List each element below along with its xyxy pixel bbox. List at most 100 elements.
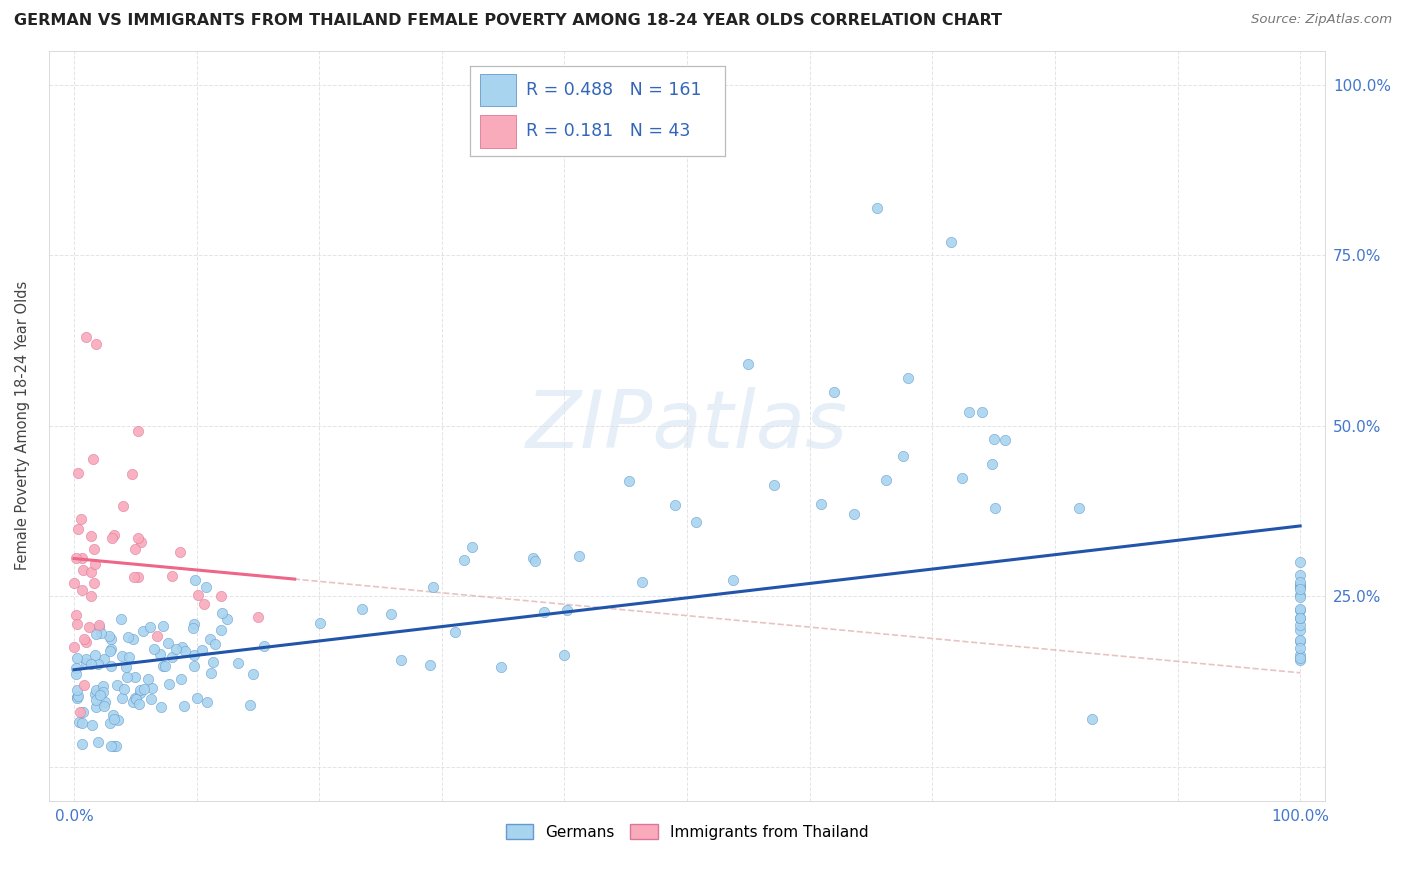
Point [80, 589, 103, 603]
Point [173, 699, 195, 714]
Point [70, 582, 93, 597]
Point [252, 639, 274, 653]
Point [86, 735, 108, 749]
Point [82, 717, 104, 731]
Point [153, 659, 176, 673]
Point [1289, 602, 1312, 616]
Point [1289, 555, 1312, 569]
Point [309, 616, 332, 631]
Point [186, 690, 208, 705]
Point [89, 688, 111, 702]
Point [103, 739, 125, 754]
Point [246, 609, 269, 624]
Point [1289, 568, 1312, 582]
Point [84, 337, 107, 351]
Point [63, 640, 86, 654]
Point [80, 528, 103, 542]
Point [1289, 624, 1312, 638]
Point [145, 629, 167, 643]
Point [77, 620, 100, 634]
Point [489, 660, 512, 674]
Point [198, 632, 221, 646]
Point [568, 549, 591, 563]
Point [1289, 577, 1312, 591]
Point [983, 432, 1005, 446]
Point [84, 693, 107, 707]
Point [810, 497, 832, 511]
Point [122, 570, 145, 584]
Point [121, 467, 143, 482]
Point [461, 540, 484, 554]
Point [226, 657, 249, 671]
Point [201, 655, 224, 669]
Point [1289, 603, 1312, 617]
Point [204, 637, 226, 651]
Point [170, 640, 193, 655]
Point [117, 631, 139, 645]
Point [100, 739, 122, 754]
Point [91, 685, 114, 699]
Point [72, 705, 94, 719]
Point [1289, 575, 1312, 590]
Point [87, 617, 110, 632]
Point [80, 657, 103, 671]
Point [65, 616, 87, 631]
Point [79, 565, 101, 579]
Point [84, 687, 107, 701]
Point [152, 619, 174, 633]
Point [950, 471, 973, 485]
Point [93, 652, 115, 666]
Point [553, 648, 575, 662]
Point [105, 678, 128, 692]
Point [103, 712, 125, 726]
Point [685, 515, 707, 529]
Point [105, 739, 128, 754]
Point [63, 575, 86, 590]
Point [83, 557, 105, 571]
Point [239, 698, 262, 712]
Point [87, 657, 110, 671]
Point [122, 632, 145, 647]
Point [169, 545, 191, 559]
Point [762, 477, 785, 491]
Legend: Germans, Immigrants from Thailand: Germans, Immigrants from Thailand [499, 818, 875, 846]
Point [129, 535, 152, 549]
Point [823, 384, 845, 399]
Point [617, 474, 640, 488]
Point [422, 580, 444, 594]
Point [143, 641, 166, 656]
Point [891, 450, 914, 464]
Point [1069, 500, 1091, 515]
Point [844, 507, 866, 521]
Point [103, 528, 125, 542]
Point [127, 570, 149, 584]
Point [112, 682, 135, 697]
Point [67, 714, 90, 729]
Point [389, 652, 412, 666]
Point [453, 553, 475, 567]
Point [139, 692, 162, 706]
Point [111, 690, 134, 705]
Point [352, 601, 374, 615]
Point [118, 649, 141, 664]
Point [1289, 648, 1312, 662]
Point [183, 658, 205, 673]
Point [67, 522, 90, 536]
Point [139, 620, 162, 634]
Point [152, 659, 174, 673]
Point [984, 501, 1007, 516]
Point [664, 498, 686, 512]
Point [193, 598, 215, 612]
Point [124, 690, 146, 705]
Point [72, 563, 94, 577]
Point [65, 661, 87, 675]
Point [67, 690, 90, 704]
Point [215, 612, 238, 626]
Point [160, 569, 183, 583]
Point [994, 433, 1017, 447]
Point [737, 358, 759, 372]
Point [65, 690, 87, 705]
Point [86, 627, 108, 641]
Point [101, 708, 124, 723]
Point [101, 532, 124, 546]
